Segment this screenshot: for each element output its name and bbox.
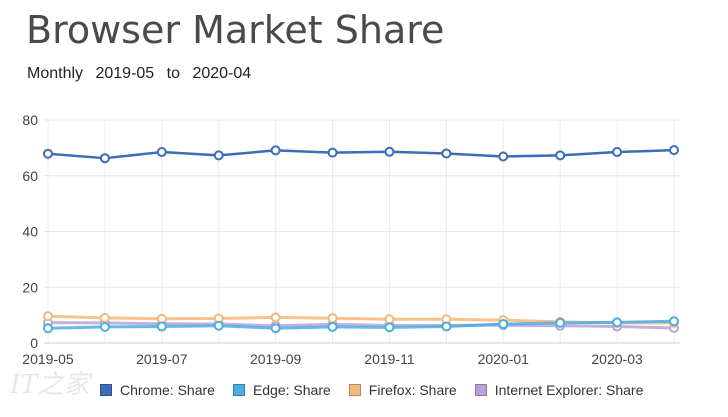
data-point bbox=[612, 317, 623, 328]
series-line bbox=[47, 148, 675, 160]
data-point bbox=[270, 323, 281, 334]
data-point bbox=[270, 312, 281, 323]
legend-item[interactable]: Chrome: Share bbox=[100, 382, 215, 398]
data-point bbox=[213, 150, 224, 161]
data-point bbox=[156, 321, 167, 332]
legend-label: Edge: Share bbox=[252, 382, 331, 398]
series-line bbox=[47, 321, 675, 330]
y-tick-label: 60 bbox=[22, 168, 38, 184]
data-point bbox=[555, 150, 566, 161]
data-point bbox=[213, 320, 224, 331]
legend-item[interactable]: Edge: Share bbox=[232, 382, 331, 398]
data-point bbox=[270, 145, 281, 156]
legend-item[interactable]: Internet Explorer: Share bbox=[474, 382, 644, 398]
data-point bbox=[384, 314, 395, 325]
legend-label: Internet Explorer: Share bbox=[494, 382, 644, 398]
legend-swatch bbox=[232, 384, 245, 396]
legend-label: Chrome: Share bbox=[120, 382, 215, 398]
data-point bbox=[99, 312, 110, 323]
data-point bbox=[441, 321, 452, 332]
data-point bbox=[99, 321, 110, 332]
data-point bbox=[43, 323, 53, 334]
chart-subtitle: Monthly 2019-05 to 2020-04 bbox=[27, 65, 259, 83]
x-tick-label: 2019-05 bbox=[22, 351, 74, 367]
data-point bbox=[384, 146, 395, 157]
legend-item[interactable]: Firefox: Share bbox=[348, 382, 457, 398]
data-point bbox=[156, 313, 167, 324]
data-point bbox=[498, 151, 509, 162]
x-tick-label: 2020-01 bbox=[478, 351, 530, 367]
watermark: IT之家 bbox=[10, 370, 90, 400]
x-tick-label: 2019-07 bbox=[136, 351, 188, 367]
y-tick-label: 40 bbox=[22, 224, 38, 240]
legend-swatch bbox=[348, 384, 361, 396]
y-tick-label: 0 bbox=[30, 335, 38, 351]
data-point bbox=[327, 147, 338, 158]
data-point bbox=[555, 317, 566, 328]
data-point bbox=[612, 147, 623, 158]
data-point bbox=[498, 319, 509, 330]
legend-swatch bbox=[100, 384, 112, 396]
x-tick-label: 2019-09 bbox=[250, 351, 302, 367]
data-point bbox=[43, 311, 53, 322]
chart-title: Browser Market Share bbox=[26, 8, 445, 52]
y-tick-label: 20 bbox=[22, 279, 38, 295]
subtitle-to: 2020-04 bbox=[192, 65, 252, 82]
series-line bbox=[47, 319, 675, 330]
data-point bbox=[99, 153, 110, 164]
chart-legend: Chrome: Share Edge: Share Firefox: Share In… bbox=[100, 382, 661, 398]
subtitle-period: Monthly bbox=[27, 65, 84, 82]
x-tick-label: 2020-03 bbox=[591, 351, 643, 367]
data-point bbox=[441, 148, 452, 159]
data-point bbox=[327, 313, 338, 324]
data-point bbox=[669, 316, 679, 327]
y-tick-label: 80 bbox=[22, 112, 38, 128]
x-tick-label: 2019-11 bbox=[364, 351, 415, 367]
subtitle-from: 2019-05 bbox=[95, 65, 155, 82]
subtitle-to-word: to bbox=[166, 65, 180, 82]
data-point bbox=[669, 145, 679, 156]
data-point bbox=[327, 321, 338, 332]
legend-swatch bbox=[474, 384, 487, 396]
data-point bbox=[43, 148, 53, 159]
legend-label: Firefox: Share bbox=[368, 382, 457, 398]
data-point bbox=[156, 147, 167, 158]
data-point bbox=[384, 322, 395, 333]
